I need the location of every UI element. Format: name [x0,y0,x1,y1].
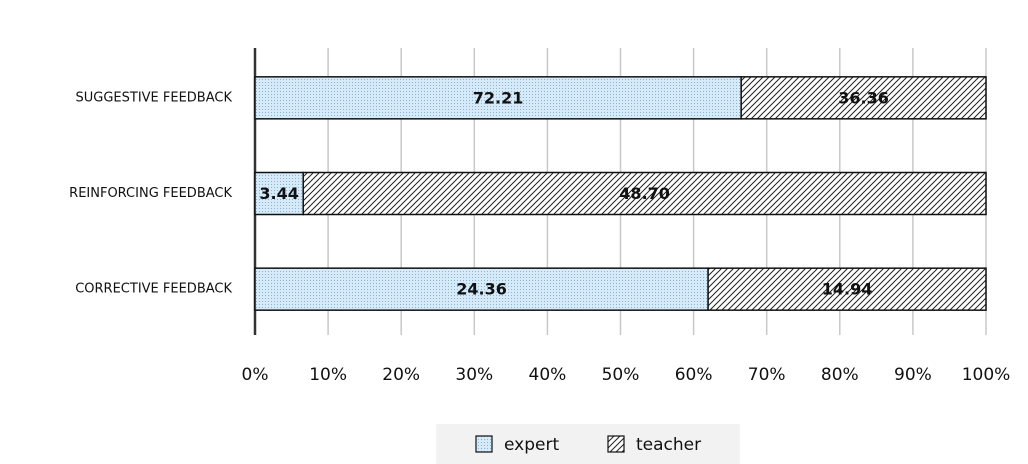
data-label: 14.94 [822,280,873,299]
bar-segment [302,171,987,216]
bar-segment [254,267,709,311]
data-label: 48.70 [619,184,670,203]
x-tick-label: 60% [675,365,713,385]
x-tick-label: 70% [748,365,786,385]
data-label: 3.44 [259,184,298,203]
x-tick-label: 20% [382,365,420,385]
x-tick-label: 50% [602,365,640,385]
x-tick-label: 80% [821,365,859,385]
x-tick-label: 30% [455,365,493,385]
y-tick-label: REINFORCING FEEDBACK [69,186,232,201]
data-label: 72.21 [473,88,524,107]
bar-segment [254,76,742,120]
legend-swatch [607,435,625,453]
y-tick-label: CORRECTIVE FEEDBACK [75,282,232,297]
legend-swatch [475,435,493,453]
y-tick-label: SUGGESTIVE FEEDBACK [76,90,233,105]
bar-segment [740,76,987,120]
legend: expert teacher [436,424,740,464]
x-tick-label: 0% [242,365,269,385]
x-tick-label: 90% [894,365,932,385]
data-label: 36.36 [838,88,889,107]
data-label: 24.36 [456,280,507,299]
x-tick-label: 100% [962,365,1011,385]
legend-label: expert [504,435,559,455]
x-tick-label: 10% [309,365,347,385]
x-tick-label: 40% [529,365,567,385]
legend-label: teacher [636,435,701,455]
bar-segment [707,267,987,311]
